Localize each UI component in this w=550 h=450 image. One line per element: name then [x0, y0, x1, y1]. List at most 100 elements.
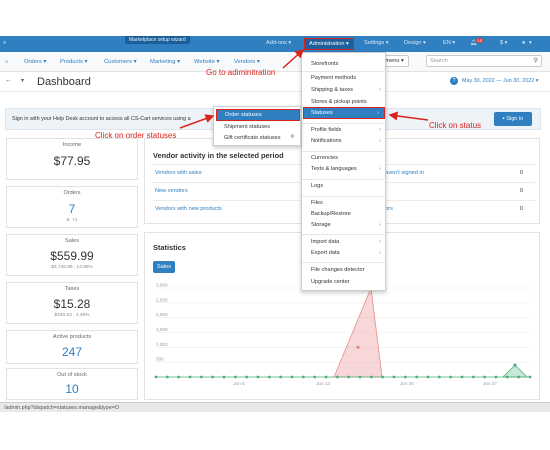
- orders-menu[interactable]: Orders ▾: [24, 59, 47, 65]
- data-point: [301, 375, 305, 379]
- search-input[interactable]: Search ⚲: [426, 55, 542, 67]
- admin-menu-item-payment-methods[interactable]: Payment methods: [311, 75, 356, 81]
- data-point: [369, 375, 373, 379]
- customers-menu[interactable]: Customers ▾: [104, 59, 137, 65]
- admin-menu-item-stores-pickup-points[interactable]: Stores & pickup points: [311, 99, 367, 105]
- menu-divider: [302, 179, 387, 180]
- admin-menu-item-upgrade-center[interactable]: Upgrade center: [311, 279, 350, 285]
- data-point: [471, 375, 475, 379]
- data-point: [528, 375, 532, 379]
- design-menu[interactable]: Design ▾: [404, 40, 426, 46]
- marketing-menu[interactable]: Marketing ▾: [150, 59, 180, 65]
- chevron-down-icon[interactable]: ▾: [21, 78, 25, 84]
- vendors-new-products-link[interactable]: Vendors with new products: [155, 206, 222, 212]
- arrow-to-administration: [282, 48, 305, 69]
- bell-icon[interactable]: 🔔︎: [470, 40, 478, 46]
- data-point: [233, 375, 237, 379]
- vendors-not-signed-in-link[interactable]: haven't signed in: [382, 170, 424, 176]
- sales-tab[interactable]: Sales: [153, 261, 175, 273]
- menu-toggle-icon[interactable]: ≡: [3, 40, 7, 46]
- x-tick-label: Jun 13: [316, 381, 330, 386]
- admin-menu-item-logs[interactable]: Logs: [311, 183, 323, 189]
- vendors-menu[interactable]: Vendors ▾: [234, 59, 260, 65]
- administration-menu[interactable]: Administration ▾: [304, 37, 354, 50]
- drag-handle-icon[interactable]: ✥: [290, 134, 295, 140]
- y-tick-label: 1,000: [156, 342, 168, 347]
- search-placeholder: Search: [430, 58, 448, 64]
- count: 0: [519, 170, 523, 176]
- menu-item-label: Statuses: [311, 110, 333, 116]
- data-point: [403, 375, 407, 379]
- card-value: $559.99: [50, 249, 94, 263]
- language-menu[interactable]: EN ▾: [443, 40, 456, 46]
- data-point: [505, 375, 509, 379]
- data-point: [513, 363, 517, 367]
- user-menu[interactable]: ▾: [529, 40, 532, 46]
- y-tick-label: 2,500: [156, 297, 168, 302]
- arrow-to-statuses: [388, 111, 429, 121]
- menu-item-label: Import data: [311, 239, 340, 245]
- count: 0: [519, 188, 523, 194]
- statuses-menu-item[interactable]: Statuses ›: [303, 107, 385, 119]
- marketplace-setup-wizard[interactable]: Marketplace setup wizard: [125, 36, 190, 44]
- menu-divider: [302, 123, 387, 124]
- menu-divider: [302, 71, 387, 72]
- addons-menu[interactable]: Add-ons ▾: [266, 40, 292, 46]
- help-icon[interactable]: ?: [450, 77, 458, 85]
- vendors-link-fragment[interactable]: dors: [382, 206, 393, 212]
- products-menu[interactable]: Products ▾: [60, 59, 88, 65]
- card-value: $77.95: [53, 154, 91, 168]
- data-point: [392, 375, 396, 379]
- admin-menu-item-backup-restore[interactable]: Backup/Restore: [311, 211, 351, 217]
- search-icon[interactable]: ⚲: [533, 58, 538, 64]
- new-vendors-link[interactable]: New vendors: [155, 188, 188, 194]
- data-point: [460, 375, 464, 379]
- menu-item-label: Notifications: [311, 138, 342, 144]
- data-point: [211, 375, 215, 379]
- card-value[interactable]: 7: [68, 202, 76, 216]
- menu-item-label: Storage: [311, 222, 331, 228]
- order-statuses-item[interactable]: Order statuses: [216, 109, 300, 121]
- website-menu[interactable]: Website ▾: [194, 59, 220, 65]
- home-icon[interactable]: ⌂: [5, 59, 9, 65]
- user-icon[interactable]: ●: [522, 40, 526, 46]
- date-range-picker[interactable]: May 30, 2022 — Jun 30, 2022 ▾: [462, 78, 539, 84]
- currency-menu[interactable]: $ ▾: [500, 40, 508, 46]
- gift-certificate-statuses-item[interactable]: Gift certificate statuses: [224, 135, 281, 141]
- orders-card[interactable]: Orders 7 6, +1: [6, 186, 138, 228]
- card-label: Out of stock: [57, 372, 87, 378]
- menu-item-label: Stores & pickup points: [311, 99, 367, 105]
- data-point: [279, 375, 283, 379]
- out-of-stock-card[interactable]: Out of stock 10: [6, 368, 138, 400]
- admin-menu-item-file-changes-detector[interactable]: File changes detector: [311, 267, 364, 273]
- back-arrow-icon[interactable]: ←: [5, 77, 12, 84]
- sign-in-button[interactable]: ▪ Sign in: [494, 112, 532, 126]
- admin-menu-item-storefronts[interactable]: Storefronts: [311, 61, 338, 67]
- menu-divider: [302, 234, 387, 235]
- shipment-statuses-item[interactable]: Shipment statuses: [224, 124, 271, 130]
- y-tick-label: 500: [156, 357, 164, 362]
- menu-item-label: Upgrade center: [311, 279, 350, 285]
- menu-divider: [302, 262, 387, 263]
- active-products-card[interactable]: Active products 247: [6, 330, 138, 364]
- vendors-with-sales-link[interactable]: Vendors with sales: [155, 170, 202, 176]
- data-point: [267, 375, 271, 379]
- data-point: [256, 375, 260, 379]
- browser-status-bar: /admin.php?dispatch=statuses.manage&type…: [0, 402, 550, 412]
- card-value[interactable]: 10: [65, 382, 79, 396]
- notification-count: 15: [476, 38, 484, 43]
- admin-menu-item-currencies[interactable]: Currencies: [311, 155, 338, 161]
- x-tick-label: Jun 6: [233, 381, 245, 386]
- sales-card: Sales $559.99 $3,746.89 , 14.95%: [6, 234, 138, 276]
- admin-menu-item-files[interactable]: Files: [311, 200, 323, 206]
- taxes-card: Taxes $15.28 $340.63 , 4.49%: [6, 282, 138, 324]
- y-tick-label: 3,000: [156, 283, 168, 288]
- data-point: [222, 375, 226, 379]
- settings-menu[interactable]: Settings ▾: [364, 40, 389, 46]
- data-point: [437, 375, 441, 379]
- data-point: [245, 375, 249, 379]
- card-value: $15.28: [53, 297, 91, 311]
- card-value[interactable]: 247: [61, 345, 83, 359]
- arrow-to-order-statuses: [179, 114, 215, 129]
- menu-item-label: Files: [311, 200, 323, 206]
